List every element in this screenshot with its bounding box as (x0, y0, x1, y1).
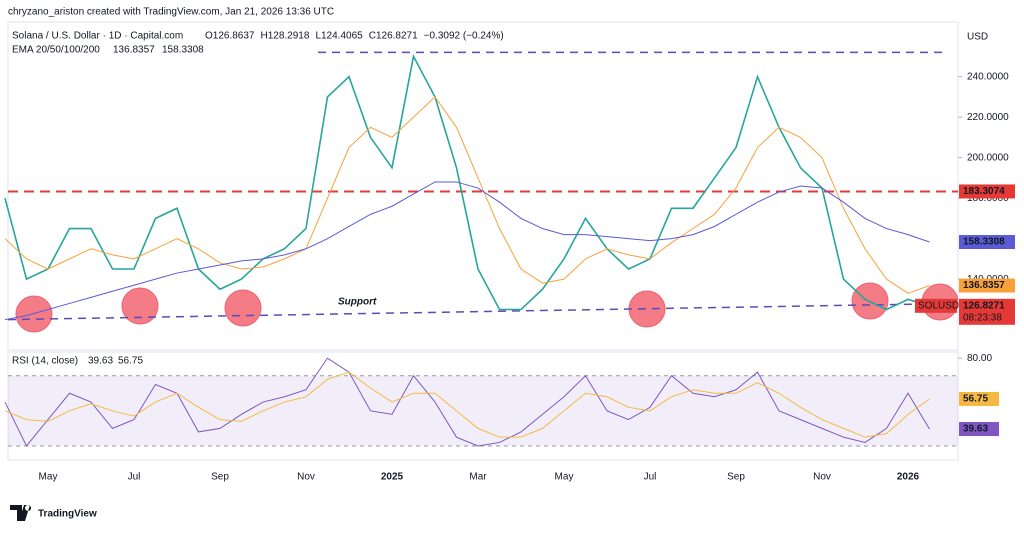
highlight-circle (224, 289, 262, 327)
rsi-tag (959, 422, 999, 437)
x-tick-label: Jul (644, 472, 657, 483)
price-tag (959, 184, 1015, 199)
logo-icon (10, 505, 32, 521)
currency: USD (967, 32, 988, 43)
ohlc-value: −0.3092 (−0.24%) (424, 31, 504, 42)
x-tick-label: Jul (128, 472, 141, 483)
price-pane (7, 21, 959, 351)
plot-bg (8, 22, 958, 460)
price-tag (959, 278, 1015, 293)
x-tick-label: Mar (469, 472, 487, 483)
support-line (7, 302, 959, 321)
y-tick-label: 220.0000 (967, 112, 1009, 123)
price-now-label: 126.8271 (963, 300, 1005, 311)
credit: chryzano_ariston created with TradingVie… (8, 7, 334, 18)
rsi-tag-label: 39.63 (963, 424, 988, 435)
price-now-tag (959, 298, 1015, 325)
y-tick-label: 200.0000 (967, 152, 1009, 163)
price-tag (959, 235, 1015, 250)
ohlc-value: O126.8637 (205, 31, 255, 42)
logo: TradingView (10, 505, 97, 521)
rsi-tick-label: 80.00 (967, 353, 992, 364)
symbol-tag-label: SOLUSD (918, 300, 959, 311)
series-line (4, 181, 930, 321)
support-label: Support (338, 297, 377, 308)
series-line (4, 54, 930, 311)
brand: TradingView (38, 509, 97, 520)
symbol-title: Solana / U.S. Dollar · 1D · Capital.com (12, 31, 183, 42)
price-tag-label: 183.3074 (963, 186, 1005, 197)
rsi-tag (959, 391, 999, 406)
price-tag-label: 136.8357 (963, 280, 1005, 291)
y-tick-label: 240.0000 (967, 71, 1009, 82)
x-tick-label: Sep (727, 472, 745, 483)
x-tick-label: Nov (297, 472, 315, 483)
x-tick-label: May (555, 472, 574, 483)
rsi-pane (7, 351, 959, 461)
symbol-tag (915, 298, 957, 313)
legend-value: 136.8357 (113, 45, 155, 56)
ohlc-value: L124.4065 (315, 31, 363, 42)
series-line (4, 371, 930, 438)
x-tick-label: 2026 (897, 472, 920, 483)
rsi-tag-label: 56.75 (963, 394, 988, 405)
highlight-circle (121, 287, 159, 325)
legend-value: 158.3308 (162, 45, 204, 56)
rsi-title: RSI (14, close) (12, 356, 78, 367)
x-tick-label: May (39, 472, 58, 483)
price-tag-label: 158.3308 (963, 237, 1005, 248)
rsi-legend-value: 39.63 (88, 356, 113, 367)
countdown: 08:23:38 (963, 312, 1002, 323)
x-tick-label: 2025 (381, 472, 404, 483)
ohlc-value: C126.8271 (369, 31, 418, 42)
ohlc-value: H128.2918 (261, 31, 310, 42)
x-tick-label: Nov (813, 472, 831, 483)
x-tick-label: Sep (211, 472, 229, 483)
series-line (4, 96, 930, 294)
rsi-legend-value: 56.75 (118, 356, 143, 367)
series-line (4, 357, 930, 447)
indicator-title: EMA 20/50/100/200 (12, 45, 100, 56)
rsi-band (8, 375, 958, 446)
highlight-circle (15, 295, 53, 333)
